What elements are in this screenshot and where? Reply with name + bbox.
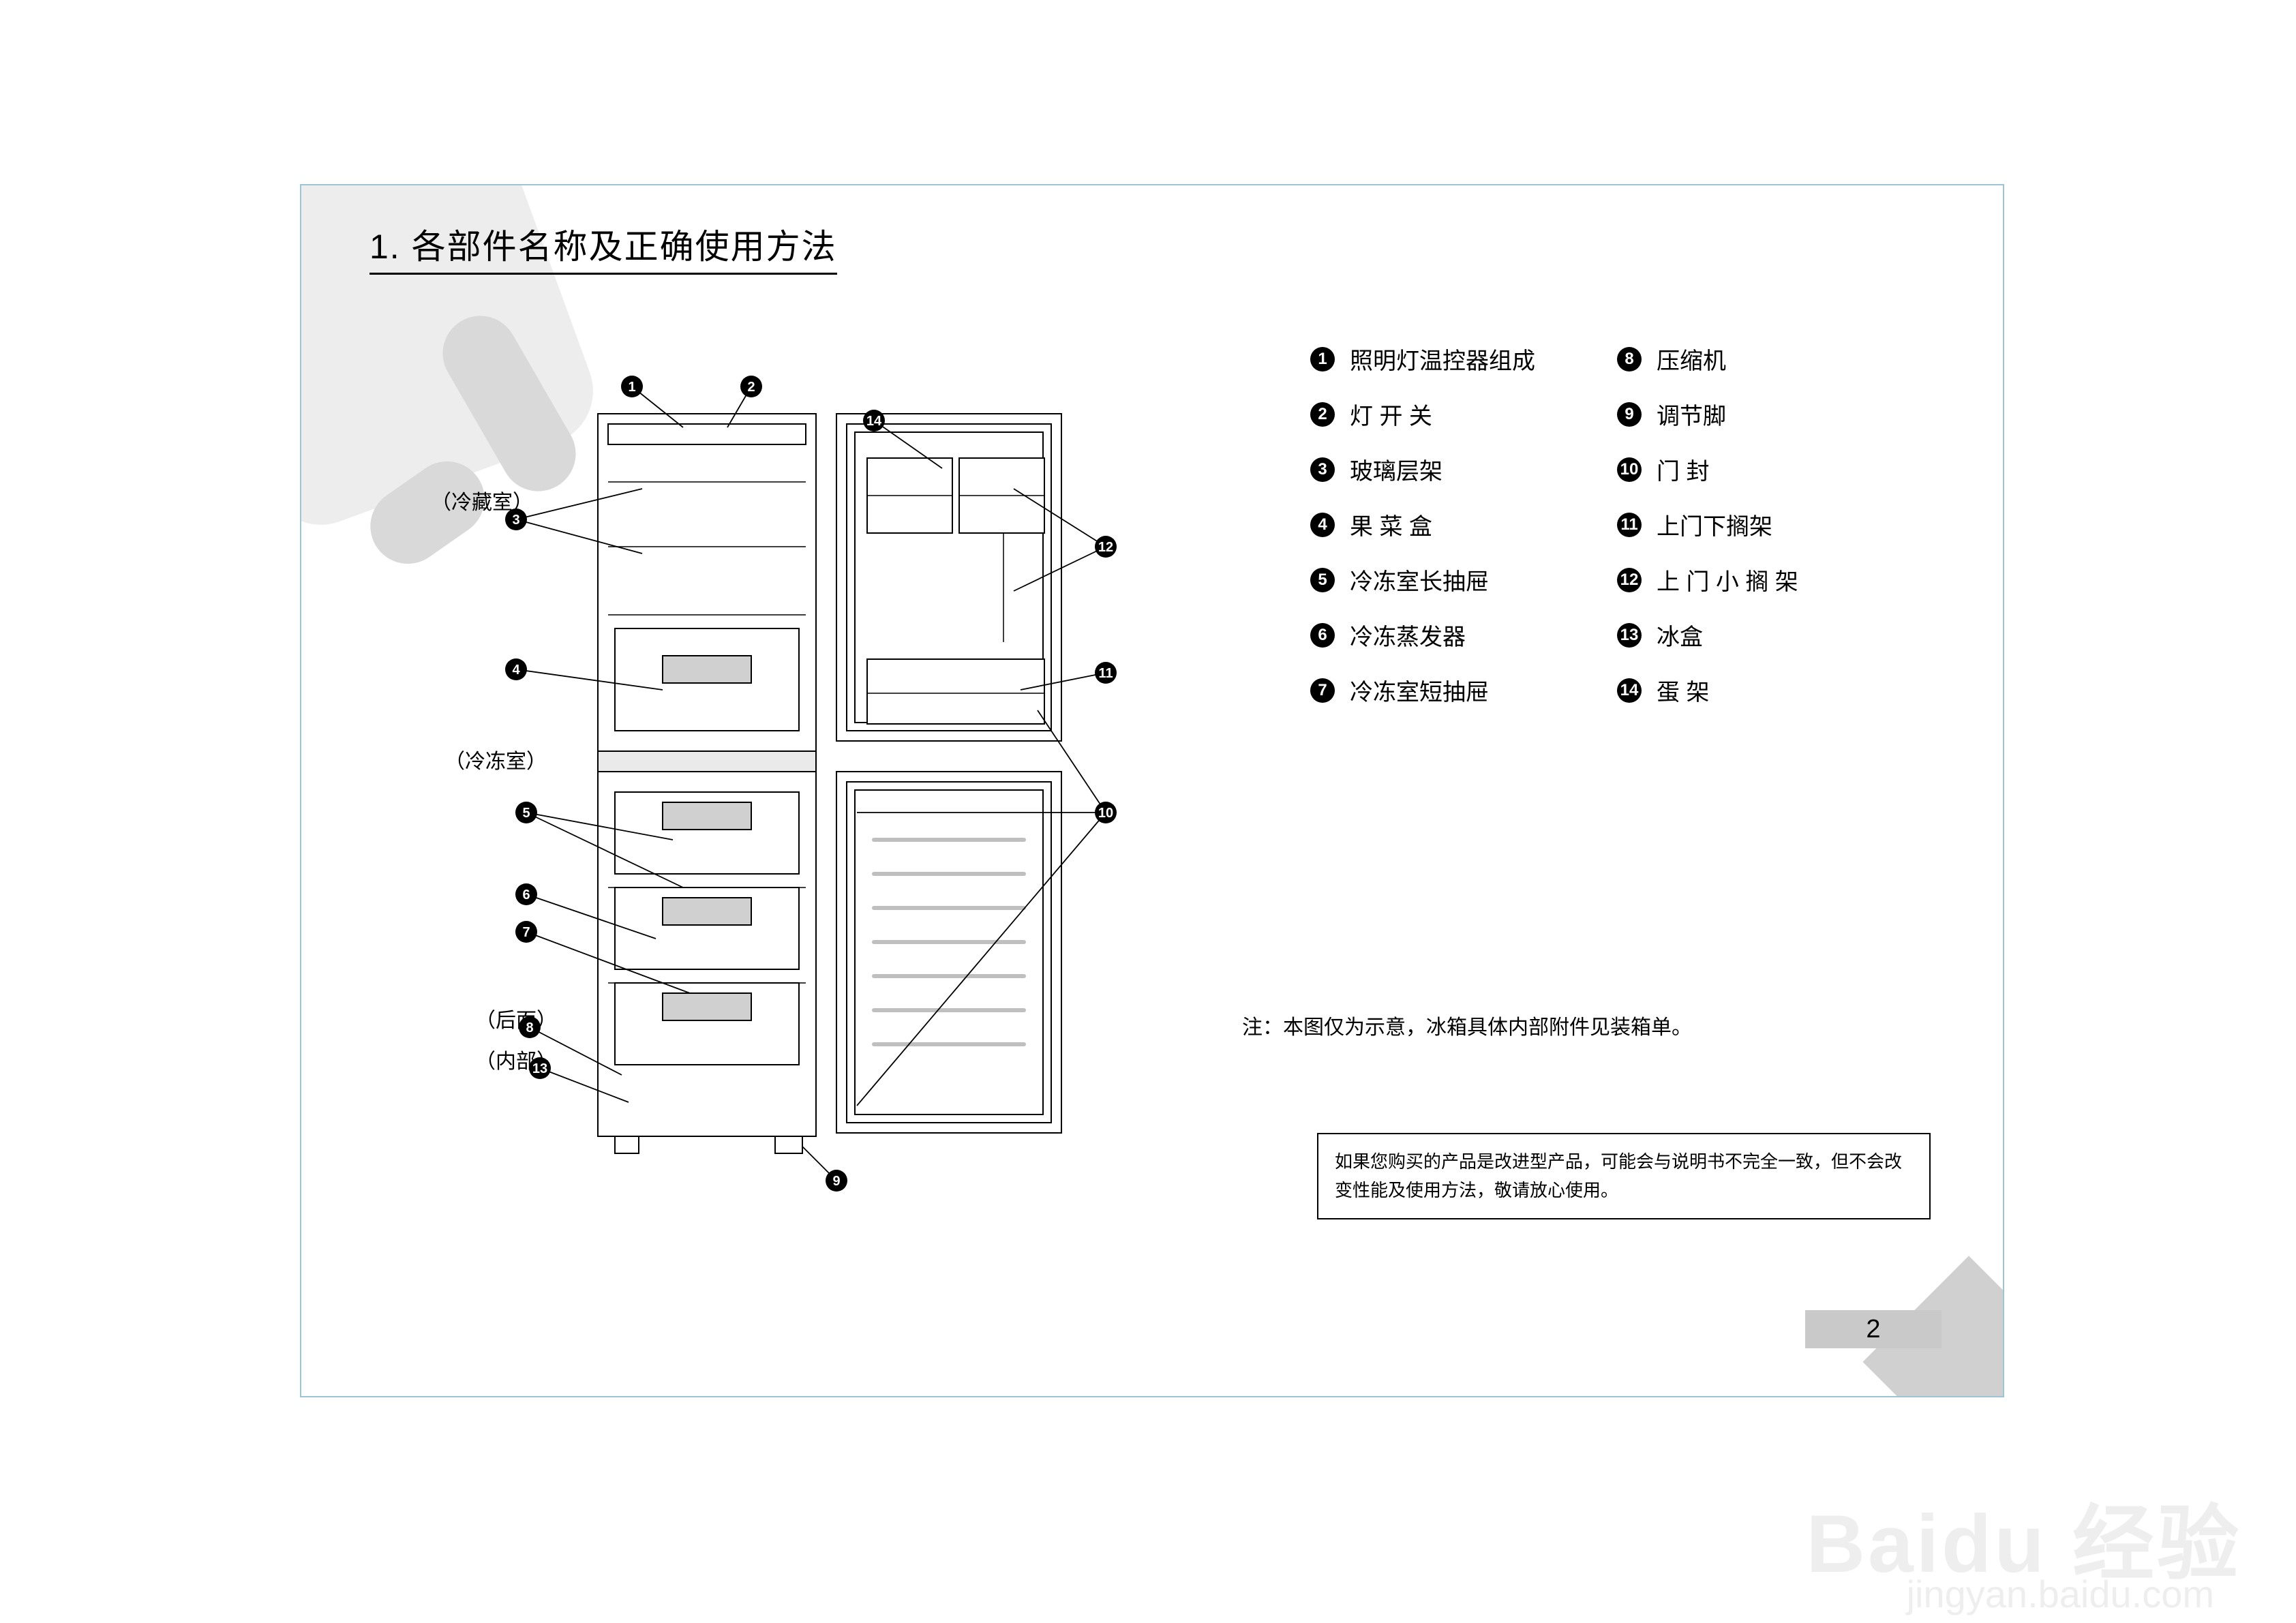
legend-item: 12 上 门 小 搁 架 xyxy=(1617,563,1798,596)
legend-item: 9 调节脚 xyxy=(1617,397,1798,431)
fridge-diagram: 1234567891011121314 xyxy=(424,322,1147,1242)
legend-label: 果 菜 盒 xyxy=(1350,508,1432,541)
legend-item: 7 冷冻室短抽屉 xyxy=(1310,673,1535,707)
legend-label: 上门下搁架 xyxy=(1657,508,1772,541)
legend-label: 冷冻室长抽屉 xyxy=(1350,563,1489,596)
svg-text:12: 12 xyxy=(1098,540,1113,555)
svg-text:8: 8 xyxy=(526,1020,533,1035)
parts-legend: 1 照明灯温控器组成 2 灯 开 关 3 玻璃层架 4 果 菜 盒 5 冷冻室长抽屉 6 冷冻蒸发器 7… xyxy=(1310,342,1958,707)
legend-label: 上 门 小 搁 架 xyxy=(1657,563,1798,596)
svg-text:5: 5 xyxy=(522,806,530,821)
legend-bullet: 6 xyxy=(1310,623,1335,648)
legend-label: 蛋 架 xyxy=(1657,673,1709,707)
legend-label: 冰盒 xyxy=(1657,618,1703,652)
svg-text:13: 13 xyxy=(532,1061,547,1076)
legend-bullet: 12 xyxy=(1617,568,1642,592)
svg-text:4: 4 xyxy=(512,663,520,678)
legend-bullet: 11 xyxy=(1617,513,1642,537)
svg-text:11: 11 xyxy=(1098,666,1113,681)
legend-bullet: 14 xyxy=(1617,678,1642,703)
diagram-note: 注：本图仅为示意，冰箱具体内部附件见装箱单。 xyxy=(1242,1010,1692,1040)
legend-bullet: 8 xyxy=(1617,347,1642,371)
svg-text:7: 7 xyxy=(522,925,530,940)
legend-label: 冷冻室短抽屉 xyxy=(1350,673,1489,707)
legend-bullet: 5 xyxy=(1310,568,1335,592)
svg-text:9: 9 xyxy=(832,1174,840,1189)
legend-bullet: 1 xyxy=(1310,347,1335,371)
legend-bullet: 4 xyxy=(1310,513,1335,537)
svg-text:14: 14 xyxy=(866,414,882,429)
svg-text:1: 1 xyxy=(628,380,635,395)
legend-label: 调节脚 xyxy=(1657,397,1726,431)
watermark-sub: jingyan.baidu.com xyxy=(1907,1572,2214,1616)
legend-item: 4 果 菜 盒 xyxy=(1310,508,1535,541)
legend-item: 13 冰盒 xyxy=(1617,618,1798,652)
svg-text:3: 3 xyxy=(512,513,519,528)
legend-label: 照明灯温控器组成 xyxy=(1350,342,1535,376)
legend-item: 6 冷冻蒸发器 xyxy=(1310,618,1535,652)
legend-item: 1 照明灯温控器组成 xyxy=(1310,342,1535,376)
svg-text:6: 6 xyxy=(522,888,530,902)
page-number: 2 xyxy=(1805,1310,1942,1348)
legend-item: 2 灯 开 关 xyxy=(1310,397,1535,431)
svg-text:2: 2 xyxy=(747,380,755,395)
page-frame: 1. 各部件名称及正确使用方法 （冷藏室） （冷冻室） （后面） （内部） （内… xyxy=(300,184,2004,1397)
legend-label: 灯 开 关 xyxy=(1350,397,1432,431)
legend-item: 14 蛋 架 xyxy=(1617,673,1798,707)
legend-label: 门 封 xyxy=(1657,453,1709,486)
legend-item: 8 压缩机 xyxy=(1617,342,1798,376)
legend-bullet: 9 xyxy=(1617,402,1642,427)
legend-item: 10 门 封 xyxy=(1617,453,1798,486)
legend-label: 冷冻蒸发器 xyxy=(1350,618,1466,652)
svg-text:10: 10 xyxy=(1098,806,1113,821)
legend-item: 11 上门下搁架 xyxy=(1617,508,1798,541)
notice-box: 如果您购买的产品是改进型产品，可能会与说明书不完全一致，但不会改变性能及使用方法… xyxy=(1317,1133,1931,1219)
legend-column: 8 压缩机 9 调节脚 10 门 封 11 上门下搁架 12 上 门 小 搁 架 13 冰盒 14 蛋 架 xyxy=(1617,342,1798,707)
legend-label: 玻璃层架 xyxy=(1350,453,1442,486)
page-title: 1. 各部件名称及正确使用方法 xyxy=(369,219,837,275)
legend-item: 3 玻璃层架 xyxy=(1310,453,1535,486)
legend-label: 压缩机 xyxy=(1657,342,1726,376)
legend-bullet: 13 xyxy=(1617,623,1642,648)
legend-bullet: 2 xyxy=(1310,402,1335,427)
legend-bullet: 7 xyxy=(1310,678,1335,703)
legend-column: 1 照明灯温控器组成 2 灯 开 关 3 玻璃层架 4 果 菜 盒 5 冷冻室长抽屉 6 冷冻蒸发器 7… xyxy=(1310,342,1535,707)
legend-bullet: 3 xyxy=(1310,457,1335,482)
legend-item: 5 冷冻室长抽屉 xyxy=(1310,563,1535,596)
legend-bullet: 10 xyxy=(1617,457,1642,482)
